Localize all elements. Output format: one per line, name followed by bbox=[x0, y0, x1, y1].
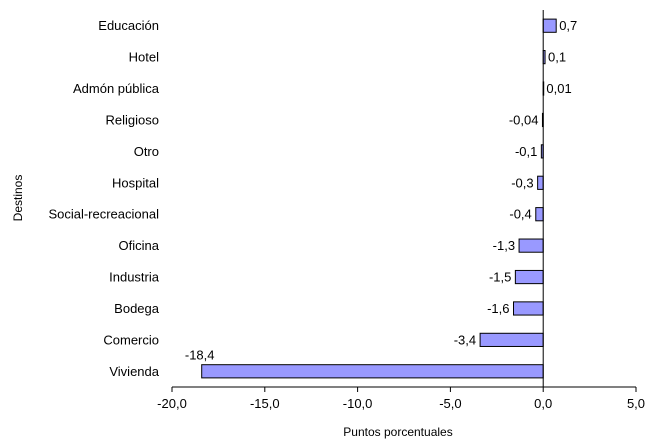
data-labels: 0,7 0,1 0,01 -0,04 -0,1 -0,3 -0,4 -1,3 -1,5 -1,6 -… bbox=[185, 18, 577, 362]
bar-6 bbox=[535, 207, 544, 222]
category-label: Bodega bbox=[114, 301, 160, 316]
data-label: -1,5 bbox=[489, 270, 511, 285]
data-label: 0,01 bbox=[546, 81, 571, 96]
data-label: -0,1 bbox=[515, 144, 537, 159]
x-axis-title: Puntos porcentuales bbox=[343, 425, 452, 439]
x-tick-label: -5,0 bbox=[439, 396, 461, 411]
bar-7 bbox=[518, 238, 544, 253]
data-label: -1,3 bbox=[493, 238, 515, 253]
bars-group bbox=[201, 18, 557, 379]
bar-5 bbox=[537, 175, 544, 190]
bar-0 bbox=[542, 18, 557, 33]
x-tick-label: -20,0 bbox=[157, 396, 187, 411]
category-label: Hospital bbox=[112, 175, 159, 190]
data-label: -1,6 bbox=[487, 301, 509, 316]
bar-8 bbox=[514, 269, 544, 285]
data-label: -3,4 bbox=[454, 332, 476, 347]
x-axis: -20,0 -15,0 -10,0 -5,0 0,0 5,0 bbox=[157, 386, 645, 411]
data-label: -0,3 bbox=[511, 175, 533, 190]
category-labels: Educación Hotel Admón pública Religioso Otro… bbox=[48, 18, 159, 379]
category-label: Industria bbox=[109, 270, 160, 285]
bar-9 bbox=[513, 301, 544, 316]
category-label: Hotel bbox=[129, 50, 159, 65]
bar-10 bbox=[479, 332, 544, 347]
data-label: 0,1 bbox=[548, 50, 566, 65]
category-label: Otro bbox=[134, 144, 159, 159]
category-label: Vivienda bbox=[109, 364, 159, 379]
data-label: -18,4 bbox=[185, 348, 215, 363]
category-label: Social-recreacional bbox=[48, 207, 159, 222]
category-label: Oficina bbox=[119, 238, 160, 253]
data-label: -0,4 bbox=[509, 207, 531, 222]
y-axis-title: Destinos bbox=[11, 175, 25, 222]
x-tick-label: -10,0 bbox=[343, 396, 373, 411]
category-label: Admón pública bbox=[73, 81, 160, 96]
data-label: 0,7 bbox=[559, 18, 577, 33]
bar-11 bbox=[201, 364, 544, 379]
x-tick-label: 0,0 bbox=[534, 396, 552, 411]
category-label: Comercio bbox=[103, 332, 159, 347]
x-tick-label: 5,0 bbox=[627, 396, 645, 411]
data-label: -0,04 bbox=[509, 112, 539, 127]
x-tick-label: -15,0 bbox=[250, 396, 280, 411]
category-label: Educación bbox=[98, 18, 159, 33]
category-label: Religioso bbox=[106, 112, 159, 127]
